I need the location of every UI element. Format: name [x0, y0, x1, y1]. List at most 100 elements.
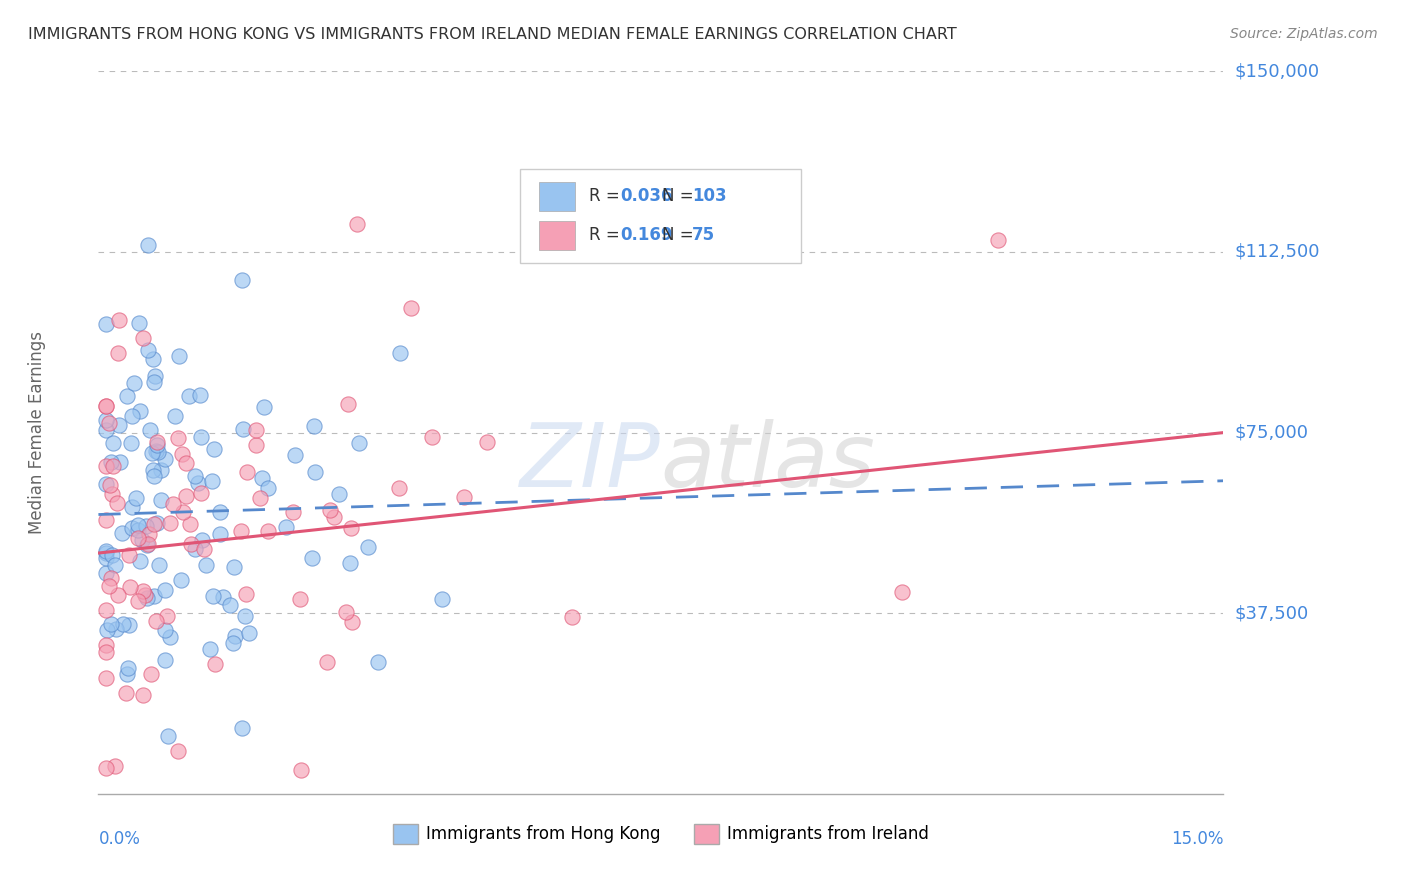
Point: [94, 423, 117, 437]
Point: [122, 376, 145, 391]
Point: [111, 526, 134, 541]
Point: [212, 591, 235, 605]
Text: 0.0%: 0.0%: [98, 830, 141, 848]
Text: Source: ZipAtlas.com: Source: ZipAtlas.com: [1230, 27, 1378, 41]
Point: [156, 609, 179, 624]
Point: [236, 465, 259, 479]
Point: [145, 438, 167, 452]
Point: [401, 301, 423, 315]
Point: [179, 517, 201, 532]
Point: [224, 629, 246, 643]
Point: [143, 376, 166, 390]
Point: [316, 655, 339, 669]
Point: [94, 412, 117, 426]
Point: [115, 389, 138, 403]
Point: [420, 430, 443, 444]
Point: [145, 443, 167, 458]
Point: [118, 549, 141, 563]
Point: [100, 455, 122, 469]
Point: [389, 346, 412, 360]
Bar: [540, 221, 575, 250]
Point: [141, 446, 163, 460]
Point: [148, 445, 170, 459]
Point: [94, 566, 117, 581]
Point: [340, 521, 363, 535]
Point: [172, 505, 194, 519]
Point: [335, 606, 357, 620]
Point: [166, 431, 188, 445]
Point: [190, 486, 212, 500]
Point: [100, 549, 122, 563]
Point: [108, 454, 131, 468]
Point: [162, 497, 184, 511]
Point: [143, 368, 166, 383]
Point: [318, 503, 340, 517]
Point: [232, 422, 254, 436]
Point: [253, 400, 276, 414]
Point: [475, 434, 498, 449]
Point: [105, 496, 128, 510]
Point: [231, 721, 253, 735]
Point: [367, 655, 389, 669]
Point: [139, 423, 162, 437]
Point: [94, 645, 117, 659]
Point: [184, 468, 207, 483]
Point: [146, 434, 169, 449]
Point: [346, 218, 368, 232]
Point: [245, 437, 267, 451]
Point: [107, 588, 129, 602]
Point: [143, 469, 166, 483]
Point: [125, 491, 148, 505]
Point: [98, 478, 121, 492]
Point: [302, 419, 325, 434]
Point: [257, 481, 280, 495]
Text: N =: N =: [662, 187, 699, 205]
Bar: [540, 182, 575, 211]
Text: ZIP: ZIP: [520, 418, 661, 505]
Text: $112,500: $112,500: [1234, 243, 1320, 261]
Point: [148, 558, 170, 573]
Point: [167, 349, 190, 363]
Point: [274, 520, 297, 534]
Point: [349, 436, 371, 450]
Point: [145, 615, 167, 629]
Point: [94, 761, 117, 775]
Text: 0.036: 0.036: [620, 187, 673, 205]
Point: [170, 573, 193, 587]
Text: R =: R =: [589, 227, 624, 244]
Point: [108, 417, 131, 432]
Point: [117, 661, 139, 675]
Point: [231, 272, 253, 286]
Point: [98, 416, 121, 430]
Point: [142, 352, 165, 367]
Point: [98, 580, 121, 594]
Point: [156, 729, 179, 743]
Point: [117, 667, 139, 681]
Point: [153, 653, 176, 667]
Point: [101, 459, 124, 474]
Text: 15.0%: 15.0%: [1171, 830, 1223, 848]
Point: [135, 519, 157, 533]
Point: [150, 493, 173, 508]
Point: [250, 471, 273, 485]
Point: [155, 624, 177, 638]
Point: [561, 609, 583, 624]
Point: [304, 465, 326, 479]
Point: [201, 589, 224, 603]
Point: [136, 537, 159, 551]
Point: [194, 558, 217, 572]
Point: [190, 430, 212, 444]
Point: [94, 639, 117, 653]
Point: [301, 550, 323, 565]
Legend: Immigrants from Hong Kong, Immigrants from Ireland: Immigrants from Hong Kong, Immigrants fr…: [387, 817, 935, 851]
Point: [127, 518, 149, 533]
Point: [167, 744, 190, 758]
Point: [94, 399, 117, 413]
Point: [288, 591, 311, 606]
Point: [94, 603, 117, 617]
Point: [987, 233, 1010, 247]
Point: [121, 521, 143, 535]
Point: [146, 516, 169, 531]
FancyBboxPatch shape: [520, 169, 801, 263]
Point: [100, 617, 122, 632]
